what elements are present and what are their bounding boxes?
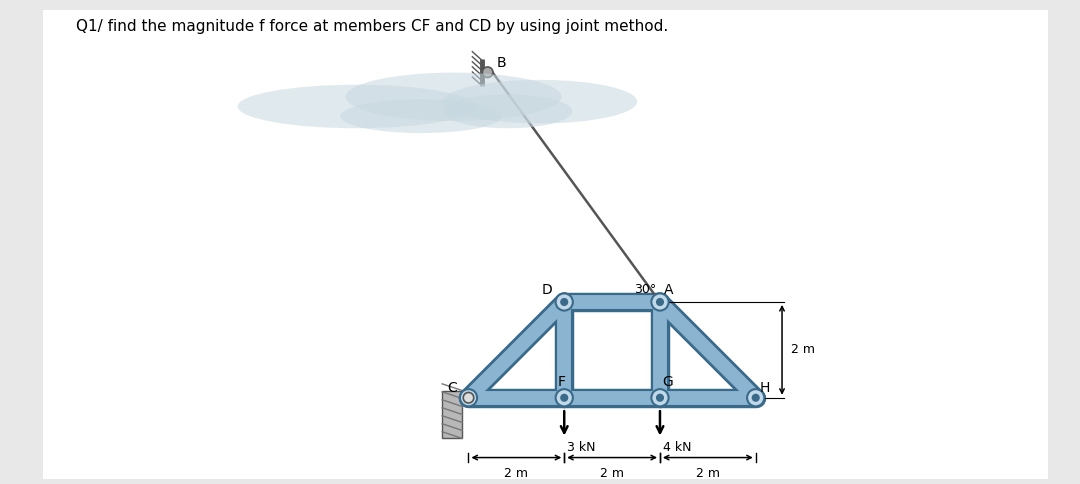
Circle shape — [555, 389, 572, 407]
Circle shape — [651, 389, 669, 407]
Text: G: G — [662, 375, 673, 389]
Text: A: A — [664, 283, 673, 297]
Text: 4 kN: 4 kN — [663, 441, 691, 454]
Text: 2 m: 2 m — [696, 467, 720, 480]
Text: 3 kN: 3 kN — [567, 441, 595, 454]
Circle shape — [657, 299, 663, 305]
Text: B: B — [496, 56, 505, 70]
Circle shape — [561, 299, 568, 305]
Circle shape — [460, 389, 477, 407]
Circle shape — [747, 389, 765, 407]
Circle shape — [753, 394, 759, 401]
Circle shape — [561, 394, 568, 401]
Text: C: C — [447, 381, 457, 395]
Circle shape — [463, 393, 474, 403]
Circle shape — [657, 394, 663, 401]
Text: 2 m: 2 m — [504, 467, 528, 480]
Text: D: D — [541, 283, 552, 297]
Circle shape — [651, 293, 669, 311]
Text: H: H — [759, 381, 770, 395]
Bar — [442, 391, 462, 439]
Circle shape — [465, 394, 472, 401]
Text: F: F — [558, 375, 566, 389]
Text: 2 m: 2 m — [791, 343, 814, 356]
Circle shape — [483, 67, 492, 77]
Text: Q1/ find the magnitude f force at members CF and CD by using joint method.: Q1/ find the magnitude f force at member… — [76, 19, 667, 34]
Text: 30°: 30° — [634, 283, 656, 296]
Circle shape — [555, 293, 572, 311]
Text: 2 m: 2 m — [600, 467, 624, 480]
